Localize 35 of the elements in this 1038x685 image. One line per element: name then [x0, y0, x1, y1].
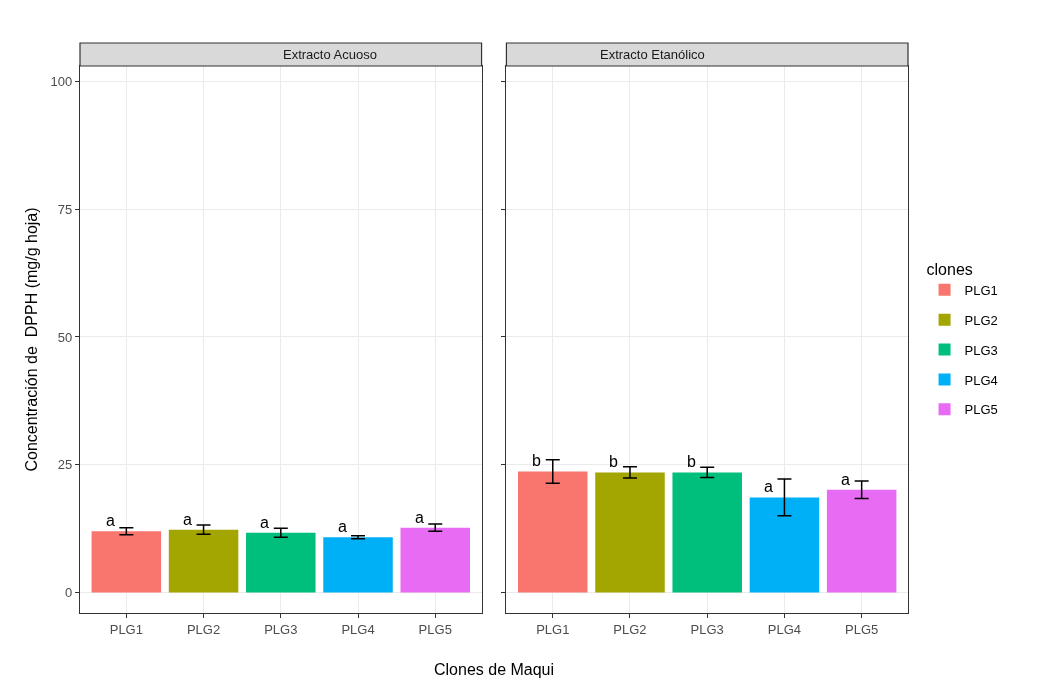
annotation: a: [260, 514, 269, 531]
y-tick-label: 0: [65, 585, 73, 601]
annotation: b: [532, 452, 541, 469]
x-tick-label: PLG2: [613, 621, 647, 637]
annotation: a: [841, 471, 850, 488]
x-tick-label: PLG4: [767, 621, 802, 637]
x-tick-label: PLG3: [690, 621, 724, 637]
y-tick-label: 25: [57, 457, 73, 473]
x-tick-label: PLG4: [341, 621, 375, 637]
x-tick-label: PLG5: [418, 621, 452, 637]
x-tick-label: PLG1: [109, 621, 143, 637]
annotation: a: [338, 518, 347, 535]
x-tick-label: PLG3: [264, 621, 298, 637]
y-tick-label: 100: [50, 73, 73, 89]
legend-label: PLG4: [964, 372, 998, 388]
legend-label: PLG1: [964, 282, 998, 298]
annotation: a: [183, 511, 192, 528]
chart-title: Extracto Etanólico: [600, 47, 705, 62]
annotation: a: [415, 509, 424, 526]
annotation: b: [687, 453, 696, 470]
annotation: a: [106, 512, 115, 529]
x-axis-title: Clones de Maqui: [434, 661, 555, 678]
y-tick-label: 75: [57, 201, 73, 217]
annotation: b: [609, 453, 618, 470]
y-axis-title: Concentración de DPPH (mg/g hoja): [23, 207, 41, 472]
legend-title: clones: [926, 260, 973, 278]
legend-label: PLG2: [964, 312, 998, 328]
y-tick-label: 50: [57, 329, 73, 345]
annotation: a: [764, 478, 773, 495]
x-tick-label: PLG5: [845, 621, 879, 637]
legend-label: PLG3: [964, 342, 998, 358]
x-tick-label: PLG1: [536, 621, 570, 637]
legend-label: PLG5: [964, 402, 998, 418]
x-tick-label: PLG2: [186, 621, 221, 637]
chart-title: Extracto Acuoso: [283, 47, 377, 62]
